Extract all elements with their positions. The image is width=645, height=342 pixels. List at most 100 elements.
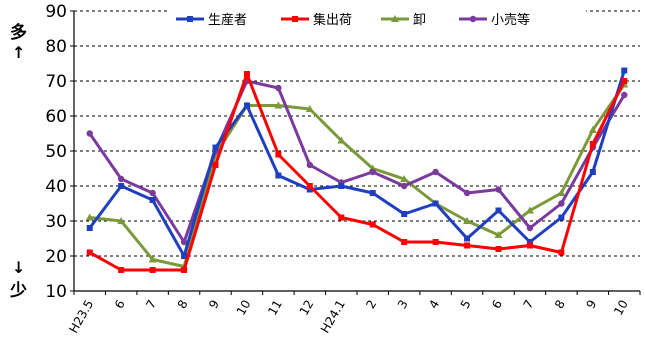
x-tick-label: 9 bbox=[206, 298, 222, 312]
data-point bbox=[86, 130, 93, 137]
data-point bbox=[338, 214, 345, 221]
x-tick-label: 11 bbox=[265, 298, 285, 318]
series-2 bbox=[85, 80, 629, 270]
data-point bbox=[149, 197, 156, 203]
x-tick-label: 5 bbox=[458, 298, 474, 312]
legend-marker bbox=[391, 15, 399, 22]
data-point bbox=[181, 267, 188, 273]
grid-lines bbox=[74, 10, 640, 257]
series-line bbox=[88, 72, 626, 272]
data-point bbox=[494, 231, 503, 238]
legend-label: 小売等 bbox=[491, 12, 530, 28]
data-point bbox=[337, 136, 346, 144]
x-tick-label: 3 bbox=[395, 298, 411, 312]
legend-marker bbox=[469, 15, 477, 23]
x-tick-label: 2 bbox=[363, 298, 379, 312]
data-point bbox=[274, 101, 283, 109]
data-point bbox=[432, 168, 439, 176]
data-point bbox=[305, 105, 314, 112]
data-point bbox=[243, 102, 250, 109]
y-tick-label: 20 bbox=[45, 247, 67, 267]
data-point bbox=[464, 242, 471, 249]
data-point bbox=[495, 207, 502, 214]
data-point bbox=[118, 267, 125, 273]
data-point bbox=[401, 211, 408, 217]
legend: 生産者 集出荷 卸 小売等 bbox=[168, 6, 586, 32]
data-point bbox=[369, 190, 376, 196]
data-point bbox=[275, 151, 282, 158]
series bbox=[85, 67, 629, 273]
data-point bbox=[432, 239, 439, 245]
data-point bbox=[117, 175, 125, 183]
data-point bbox=[401, 239, 408, 245]
y-tick-labels: 10 20 30 40 50 60 70 80 90 bbox=[45, 2, 67, 302]
data-point bbox=[86, 249, 93, 256]
data-point bbox=[526, 224, 534, 232]
data-point bbox=[86, 225, 93, 231]
data-point bbox=[558, 214, 565, 221]
data-point bbox=[369, 221, 376, 228]
legend-label: 集出荷 bbox=[313, 12, 352, 28]
x-tick-label: 7 bbox=[521, 298, 537, 312]
data-point bbox=[557, 189, 566, 196]
y-tick-label: 50 bbox=[45, 142, 67, 162]
x-tick-label: 8 bbox=[175, 298, 191, 312]
x-tick-label: 7 bbox=[143, 298, 159, 312]
x-tick-label: 6 bbox=[112, 298, 128, 312]
series-line bbox=[88, 79, 626, 244]
data-point bbox=[148, 255, 157, 263]
data-point bbox=[117, 217, 126, 224]
data-point bbox=[526, 242, 533, 249]
data-point bbox=[181, 253, 188, 259]
legend-background bbox=[168, 6, 586, 32]
axes bbox=[70, 10, 641, 295]
data-point bbox=[369, 168, 376, 176]
x-tick-label: 9 bbox=[583, 298, 599, 312]
data-point bbox=[463, 217, 472, 224]
y-tick-label: 30 bbox=[45, 212, 67, 232]
y-tick-label: 90 bbox=[45, 2, 67, 22]
data-point bbox=[495, 246, 502, 252]
series-1 bbox=[86, 71, 628, 273]
up-arrow-text: ↑ bbox=[12, 43, 25, 62]
x-tick-label: H23.5 bbox=[66, 298, 96, 336]
legend-marker bbox=[187, 16, 193, 22]
x-tick-label: H24.1 bbox=[318, 298, 348, 336]
data-point bbox=[118, 183, 125, 189]
series-0 bbox=[86, 67, 628, 259]
data-point bbox=[525, 206, 534, 214]
data-point bbox=[400, 175, 409, 182]
data-point bbox=[558, 200, 565, 207]
series-line bbox=[88, 70, 626, 258]
data-point bbox=[180, 238, 188, 246]
x-tick-label: 10 bbox=[234, 298, 254, 318]
data-point bbox=[588, 126, 597, 133]
data-point bbox=[400, 182, 408, 190]
series-line bbox=[89, 83, 626, 268]
data-point bbox=[621, 91, 628, 99]
data-point bbox=[464, 235, 471, 242]
data-point bbox=[306, 186, 313, 193]
direction-labels: 多 ↑ ↓ 少 bbox=[9, 22, 27, 301]
x-tick-label: 6 bbox=[489, 298, 505, 312]
top-label-text: 多 bbox=[10, 22, 27, 43]
data-point bbox=[275, 172, 282, 179]
data-point bbox=[243, 71, 250, 77]
x-tick-label: 10 bbox=[611, 298, 631, 318]
bottom-label-text: 少 bbox=[9, 281, 27, 301]
data-point bbox=[212, 144, 219, 151]
x-tick-label: 12 bbox=[297, 298, 317, 318]
data-point bbox=[306, 161, 314, 169]
x-tick-label: 8 bbox=[552, 298, 568, 312]
data-point bbox=[149, 189, 156, 197]
data-point bbox=[463, 189, 471, 197]
x-tick-label: 4 bbox=[426, 298, 442, 312]
y-tick-label: 70 bbox=[45, 72, 67, 92]
data-point bbox=[275, 84, 282, 92]
legend-label: 生産者 bbox=[208, 12, 247, 28]
data-point bbox=[589, 141, 596, 147]
data-point bbox=[589, 169, 596, 175]
legend-label: 卸 bbox=[413, 12, 426, 28]
